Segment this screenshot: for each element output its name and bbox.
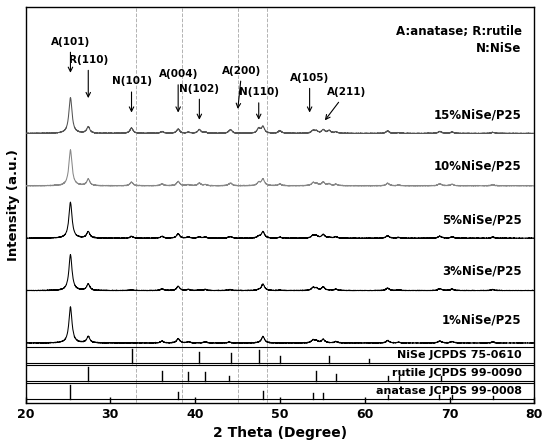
Text: A(101): A(101) <box>51 37 90 72</box>
Text: N(101): N(101) <box>112 76 151 111</box>
Text: anatase JCPDS 99-0008: anatase JCPDS 99-0008 <box>376 386 521 396</box>
Text: NiSe JCPDS 75-0610: NiSe JCPDS 75-0610 <box>397 350 521 360</box>
Text: A(004): A(004) <box>158 69 198 111</box>
Text: N(102): N(102) <box>179 84 219 118</box>
Text: N(110): N(110) <box>239 87 279 118</box>
Y-axis label: Intensity (a.u.): Intensity (a.u.) <box>7 149 20 261</box>
X-axis label: 2 Theta (Degree): 2 Theta (Degree) <box>213 426 347 440</box>
Text: A(211): A(211) <box>326 87 366 119</box>
Text: R(110): R(110) <box>69 55 108 97</box>
Text: A(200): A(200) <box>222 66 261 108</box>
Text: A:anatase; R:rutile
N:NiSe: A:anatase; R:rutile N:NiSe <box>395 25 521 55</box>
Text: A(105): A(105) <box>290 73 329 111</box>
Text: rutile JCPDS 99-0090: rutile JCPDS 99-0090 <box>392 368 521 378</box>
Text: 10%NiSe/P25: 10%NiSe/P25 <box>434 160 521 173</box>
Text: 1%NiSe/P25: 1%NiSe/P25 <box>442 313 521 326</box>
Text: 5%NiSe/P25: 5%NiSe/P25 <box>442 214 521 227</box>
Text: 15%NiSe/P25: 15%NiSe/P25 <box>434 109 521 122</box>
Text: 3%NiSe/P25: 3%NiSe/P25 <box>442 264 521 277</box>
